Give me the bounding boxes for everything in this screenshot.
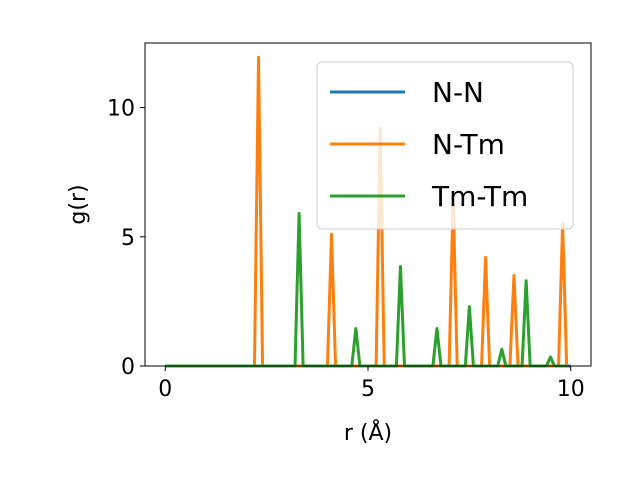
legend-label: N-N [432, 76, 484, 109]
series-line-tm-tm [165, 212, 567, 368]
y-axis-label: g(r) [66, 184, 91, 224]
legend: N-N N-Tm Tm-Tm [316, 61, 574, 230]
x-tick-label: 10 [557, 377, 585, 402]
x-tick-label: 5 [361, 377, 375, 402]
legend-box [316, 61, 574, 230]
y-tick-label: 10 [107, 97, 135, 122]
legend-label: Tm-Tm [431, 180, 528, 213]
y-tick-label: 5 [121, 226, 135, 251]
x-axis-label: r (Å) [344, 419, 392, 446]
y-tick-label: 0 [121, 355, 135, 380]
x-tick-label: 0 [158, 377, 172, 402]
legend-label: N-Tm [432, 128, 505, 161]
